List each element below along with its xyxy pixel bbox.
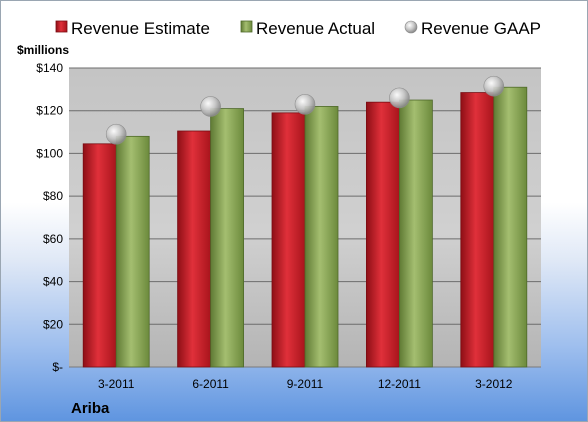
bar-revenue-actual: [115, 135, 150, 368]
bar-revenue-estimate: [460, 92, 495, 368]
x-tick-label: 9-2011: [287, 377, 324, 391]
y-tick-label: $60: [43, 232, 63, 246]
y-tick-label: $20: [43, 317, 63, 331]
x-axis: 3-2011 6-2011 9-2011 12-2011 3-2012: [98, 377, 513, 391]
marker-revenue-gaap: [389, 87, 410, 109]
marker-revenue-gaap: [200, 96, 221, 117]
marker-revenue-gaap: [294, 94, 316, 115]
y-tick-label: $140: [36, 61, 63, 75]
bar-revenue-estimate: [177, 130, 212, 368]
gaap-markers: [105, 75, 505, 145]
legend-label-revenue-gaap: Revenue GAAP: [421, 19, 541, 38]
y-tick-label: $120: [36, 104, 63, 118]
legend-swatch-revenue-actual: [240, 20, 253, 33]
marker-revenue-gaap: [105, 123, 127, 145]
y-tick-label: $40: [43, 275, 63, 289]
y-tick-label: $-: [52, 360, 63, 374]
bar-revenue-estimate: [365, 101, 400, 368]
bar-revenue-actual: [493, 86, 528, 368]
y-axis: $- $20 $40 $60 $80 $100 $120 $140: [36, 61, 63, 374]
legend-marker-revenue-gaap: [404, 20, 418, 34]
legend-label-revenue-actual: Revenue Actual: [256, 19, 375, 38]
legend-swatch-revenue-estimate: [55, 20, 68, 33]
legend: Revenue Estimate Revenue Actual Revenue …: [55, 19, 541, 38]
y-tick-label: $100: [36, 146, 63, 160]
y-tick-label: $80: [43, 189, 63, 203]
y-axis-unit-label: $millions: [17, 43, 69, 57]
legend-label-revenue-estimate: Revenue Estimate: [71, 19, 210, 38]
bar-revenue-estimate: [271, 112, 306, 368]
bar-revenue-actual: [304, 106, 339, 368]
marker-revenue-gaap: [483, 75, 505, 97]
company-name: Ariba: [71, 400, 110, 417]
x-tick-label: 6-2011: [192, 377, 229, 391]
bar-revenue-estimate: [82, 143, 117, 368]
x-tick-label: 3-2011: [98, 377, 135, 391]
x-tick-label: 12-2011: [378, 377, 421, 391]
bars: [82, 86, 528, 368]
bar-revenue-actual: [398, 99, 433, 368]
bar-revenue-actual: [210, 108, 245, 368]
x-tick-label: 3-2012: [475, 377, 513, 391]
